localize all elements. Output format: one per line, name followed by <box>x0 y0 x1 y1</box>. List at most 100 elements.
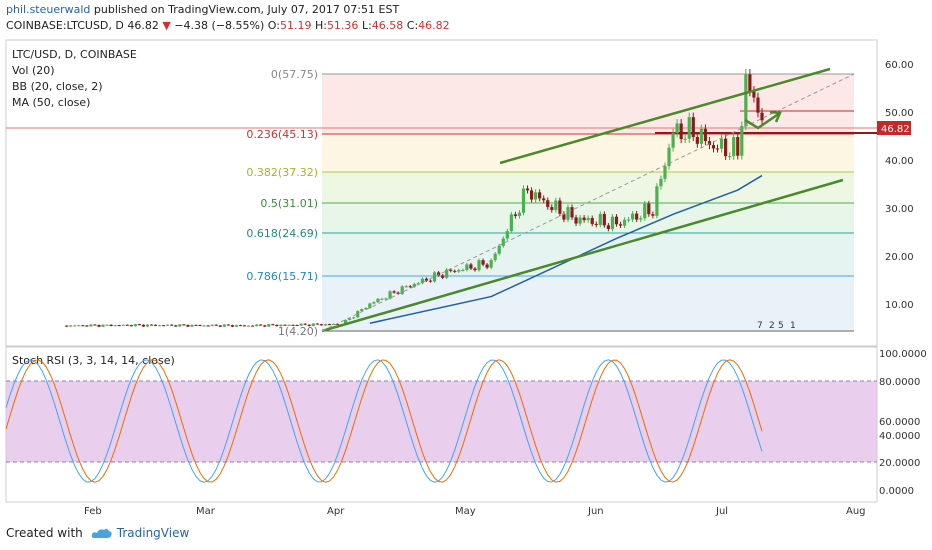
candle[interactable] <box>521 188 526 213</box>
candle[interactable] <box>627 219 631 221</box>
candle[interactable] <box>744 74 748 126</box>
candle[interactable] <box>259 324 263 326</box>
candle[interactable] <box>214 324 218 326</box>
candle[interactable] <box>538 192 542 199</box>
candle[interactable] <box>89 324 93 327</box>
time-axis[interactable]: Feb Mar Apr May Jun Jul Aug <box>84 506 866 517</box>
candle[interactable] <box>424 278 429 281</box>
candle[interactable] <box>505 231 509 239</box>
candle[interactable] <box>384 298 388 300</box>
candle[interactable] <box>295 325 299 327</box>
rsi-axis[interactable]: 100.0000 80.0000 60.0000 40.0000 20.0000… <box>879 349 927 497</box>
candle[interactable] <box>121 324 125 326</box>
candle[interactable] <box>610 216 615 230</box>
candle[interactable] <box>679 123 683 140</box>
candle[interactable] <box>631 213 635 220</box>
author-name[interactable]: phil.steuerwald <box>6 3 91 16</box>
candle[interactable] <box>655 186 659 216</box>
channel-lower-line[interactable] <box>321 178 844 333</box>
candle[interactable] <box>344 319 348 326</box>
candle[interactable] <box>711 145 716 149</box>
candle[interactable] <box>149 324 154 326</box>
candle[interactable] <box>671 133 675 148</box>
legend-volume[interactable]: Vol (20) <box>12 64 55 77</box>
price-axis[interactable]: 60.00 50.00 40.00 30.00 20.00 10.00 <box>885 60 914 311</box>
candle[interactable] <box>238 325 243 327</box>
projection-arrow[interactable] <box>744 111 781 130</box>
candle[interactable] <box>315 323 319 325</box>
candle[interactable] <box>356 311 360 318</box>
candle[interactable] <box>574 217 578 224</box>
candle[interactable] <box>408 286 412 288</box>
candle[interactable] <box>732 137 736 157</box>
candle[interactable] <box>651 214 655 216</box>
candle[interactable] <box>101 324 105 327</box>
candle[interactable] <box>469 264 473 269</box>
candle[interactable] <box>614 216 619 225</box>
candle[interactable] <box>202 325 206 327</box>
candle[interactable] <box>756 97 760 113</box>
candle[interactable] <box>554 200 558 211</box>
candle[interactable] <box>392 291 396 293</box>
candle[interactable] <box>675 123 679 134</box>
candle[interactable] <box>230 325 234 327</box>
candle[interactable] <box>73 325 77 327</box>
candle[interactable] <box>695 136 699 144</box>
candle[interactable] <box>647 203 651 215</box>
candle[interactable] <box>372 302 376 304</box>
candle[interactable] <box>388 291 392 299</box>
candle[interactable] <box>226 324 230 326</box>
candle[interactable] <box>93 324 97 326</box>
candle[interactable] <box>497 245 501 254</box>
candle[interactable] <box>129 325 133 327</box>
candle[interactable] <box>299 323 303 326</box>
candle[interactable] <box>546 200 550 208</box>
candle[interactable] <box>222 324 226 327</box>
candle[interactable] <box>182 324 186 326</box>
candle[interactable] <box>606 225 610 230</box>
candle[interactable] <box>396 292 400 294</box>
candle[interactable] <box>635 213 639 220</box>
price-chart[interactable]: 0(57.75) 0.236(45.13) 0.382(37.32) 0.5(3… <box>0 38 932 518</box>
candle[interactable] <box>400 286 404 294</box>
candle[interactable] <box>117 325 121 327</box>
candle[interactable] <box>457 270 461 272</box>
candle[interactable] <box>77 325 81 327</box>
candle[interactable] <box>493 253 497 261</box>
candle[interactable] <box>246 325 251 327</box>
candle[interactable] <box>461 270 465 272</box>
candle[interactable] <box>748 74 752 92</box>
candle[interactable] <box>194 324 198 326</box>
candle[interactable] <box>534 192 538 200</box>
candle[interactable] <box>715 148 720 150</box>
candle[interactable] <box>489 260 493 268</box>
candle[interactable] <box>206 325 210 327</box>
candle[interactable] <box>251 325 255 327</box>
candle[interactable] <box>69 325 73 327</box>
candle[interactable] <box>174 325 178 327</box>
legend-stoch-rsi[interactable]: Stoch RSI (3, 3, 14, 14, close) <box>12 354 175 367</box>
candle[interactable] <box>740 125 744 156</box>
candle[interactable] <box>113 325 117 327</box>
candle[interactable] <box>170 324 174 326</box>
candle[interactable] <box>436 272 441 276</box>
candle[interactable] <box>558 200 562 214</box>
candle[interactable] <box>582 217 586 221</box>
candle[interactable] <box>348 318 352 320</box>
candle[interactable] <box>255 324 259 327</box>
candle[interactable] <box>453 270 457 272</box>
candle[interactable] <box>275 324 279 327</box>
candle[interactable] <box>501 238 505 246</box>
candle[interactable] <box>578 217 582 224</box>
candle[interactable] <box>331 323 336 325</box>
candle[interactable] <box>186 324 190 327</box>
candle[interactable] <box>481 260 485 265</box>
candle[interactable] <box>153 324 158 326</box>
candle[interactable] <box>190 324 194 327</box>
candle[interactable] <box>525 188 530 191</box>
candle[interactable] <box>416 283 420 285</box>
candle[interactable] <box>683 138 687 140</box>
candle[interactable] <box>141 324 146 327</box>
candle[interactable] <box>590 218 594 224</box>
candle[interactable] <box>687 117 691 139</box>
